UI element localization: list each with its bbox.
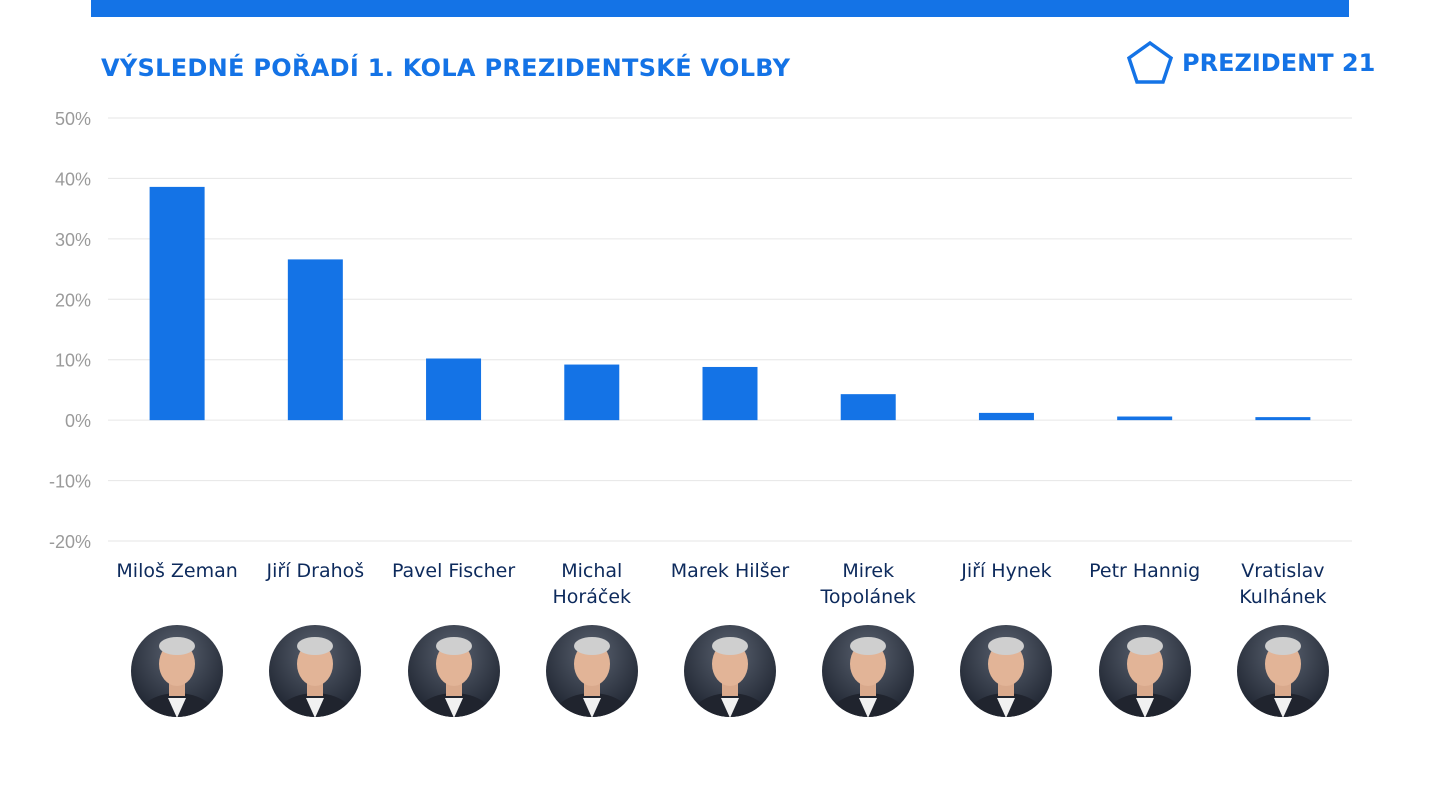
y-tick-label: 0% — [65, 411, 91, 431]
portrait-photo — [1098, 618, 1192, 720]
bar — [426, 358, 482, 421]
bar — [149, 186, 205, 421]
bar — [287, 259, 343, 421]
portrait-photo — [1236, 618, 1330, 720]
y-tick-label: 10% — [55, 351, 91, 371]
bar — [564, 364, 620, 421]
y-tick-label: 40% — [55, 169, 91, 189]
y-tick-label: -20% — [49, 532, 91, 552]
portrait-photo — [130, 618, 224, 720]
candidate-name: Mirek Topolánek — [820, 560, 916, 608]
chart-title: VÝSLEDNÉ POŘADÍ 1. KOLA PREZIDENTSKÉ VOL… — [101, 54, 791, 82]
portrait-photo — [683, 618, 777, 720]
portrait-photo — [407, 618, 501, 720]
bar — [1117, 416, 1173, 421]
logo: PREZIDENT 21 — [1126, 40, 1375, 86]
pentagon-icon — [1126, 40, 1174, 84]
candidate-name: Jiří Drahoš — [266, 560, 365, 582]
top-accent-bar — [91, 0, 1349, 17]
candidate-name: Marek Hilšer — [670, 560, 790, 582]
bar — [1255, 417, 1311, 421]
logo-text: PREZIDENT 21 — [1182, 49, 1376, 77]
portrait-photo — [959, 618, 1053, 720]
bar — [702, 366, 758, 421]
y-tick-label: -10% — [49, 472, 91, 492]
candidate-name: Petr Hannig — [1089, 560, 1201, 582]
candidate-name: Pavel Fischer — [391, 560, 516, 582]
portrait-photo — [545, 618, 639, 720]
candidate-name: Michal Horáček — [552, 560, 632, 608]
y-tick-label: 50% — [55, 109, 91, 129]
candidate-name: Jiří Hynek — [961, 560, 1052, 582]
bar — [840, 394, 896, 421]
portrait-photo — [821, 618, 915, 720]
y-tick-label: 20% — [55, 290, 91, 310]
y-tick-label: 30% — [55, 230, 91, 250]
bar — [978, 412, 1034, 421]
candidate-name: Miloš Zeman — [116, 560, 238, 582]
candidate-name: Vratislav Kulhánek — [1239, 560, 1327, 608]
portrait-photo — [268, 618, 362, 720]
